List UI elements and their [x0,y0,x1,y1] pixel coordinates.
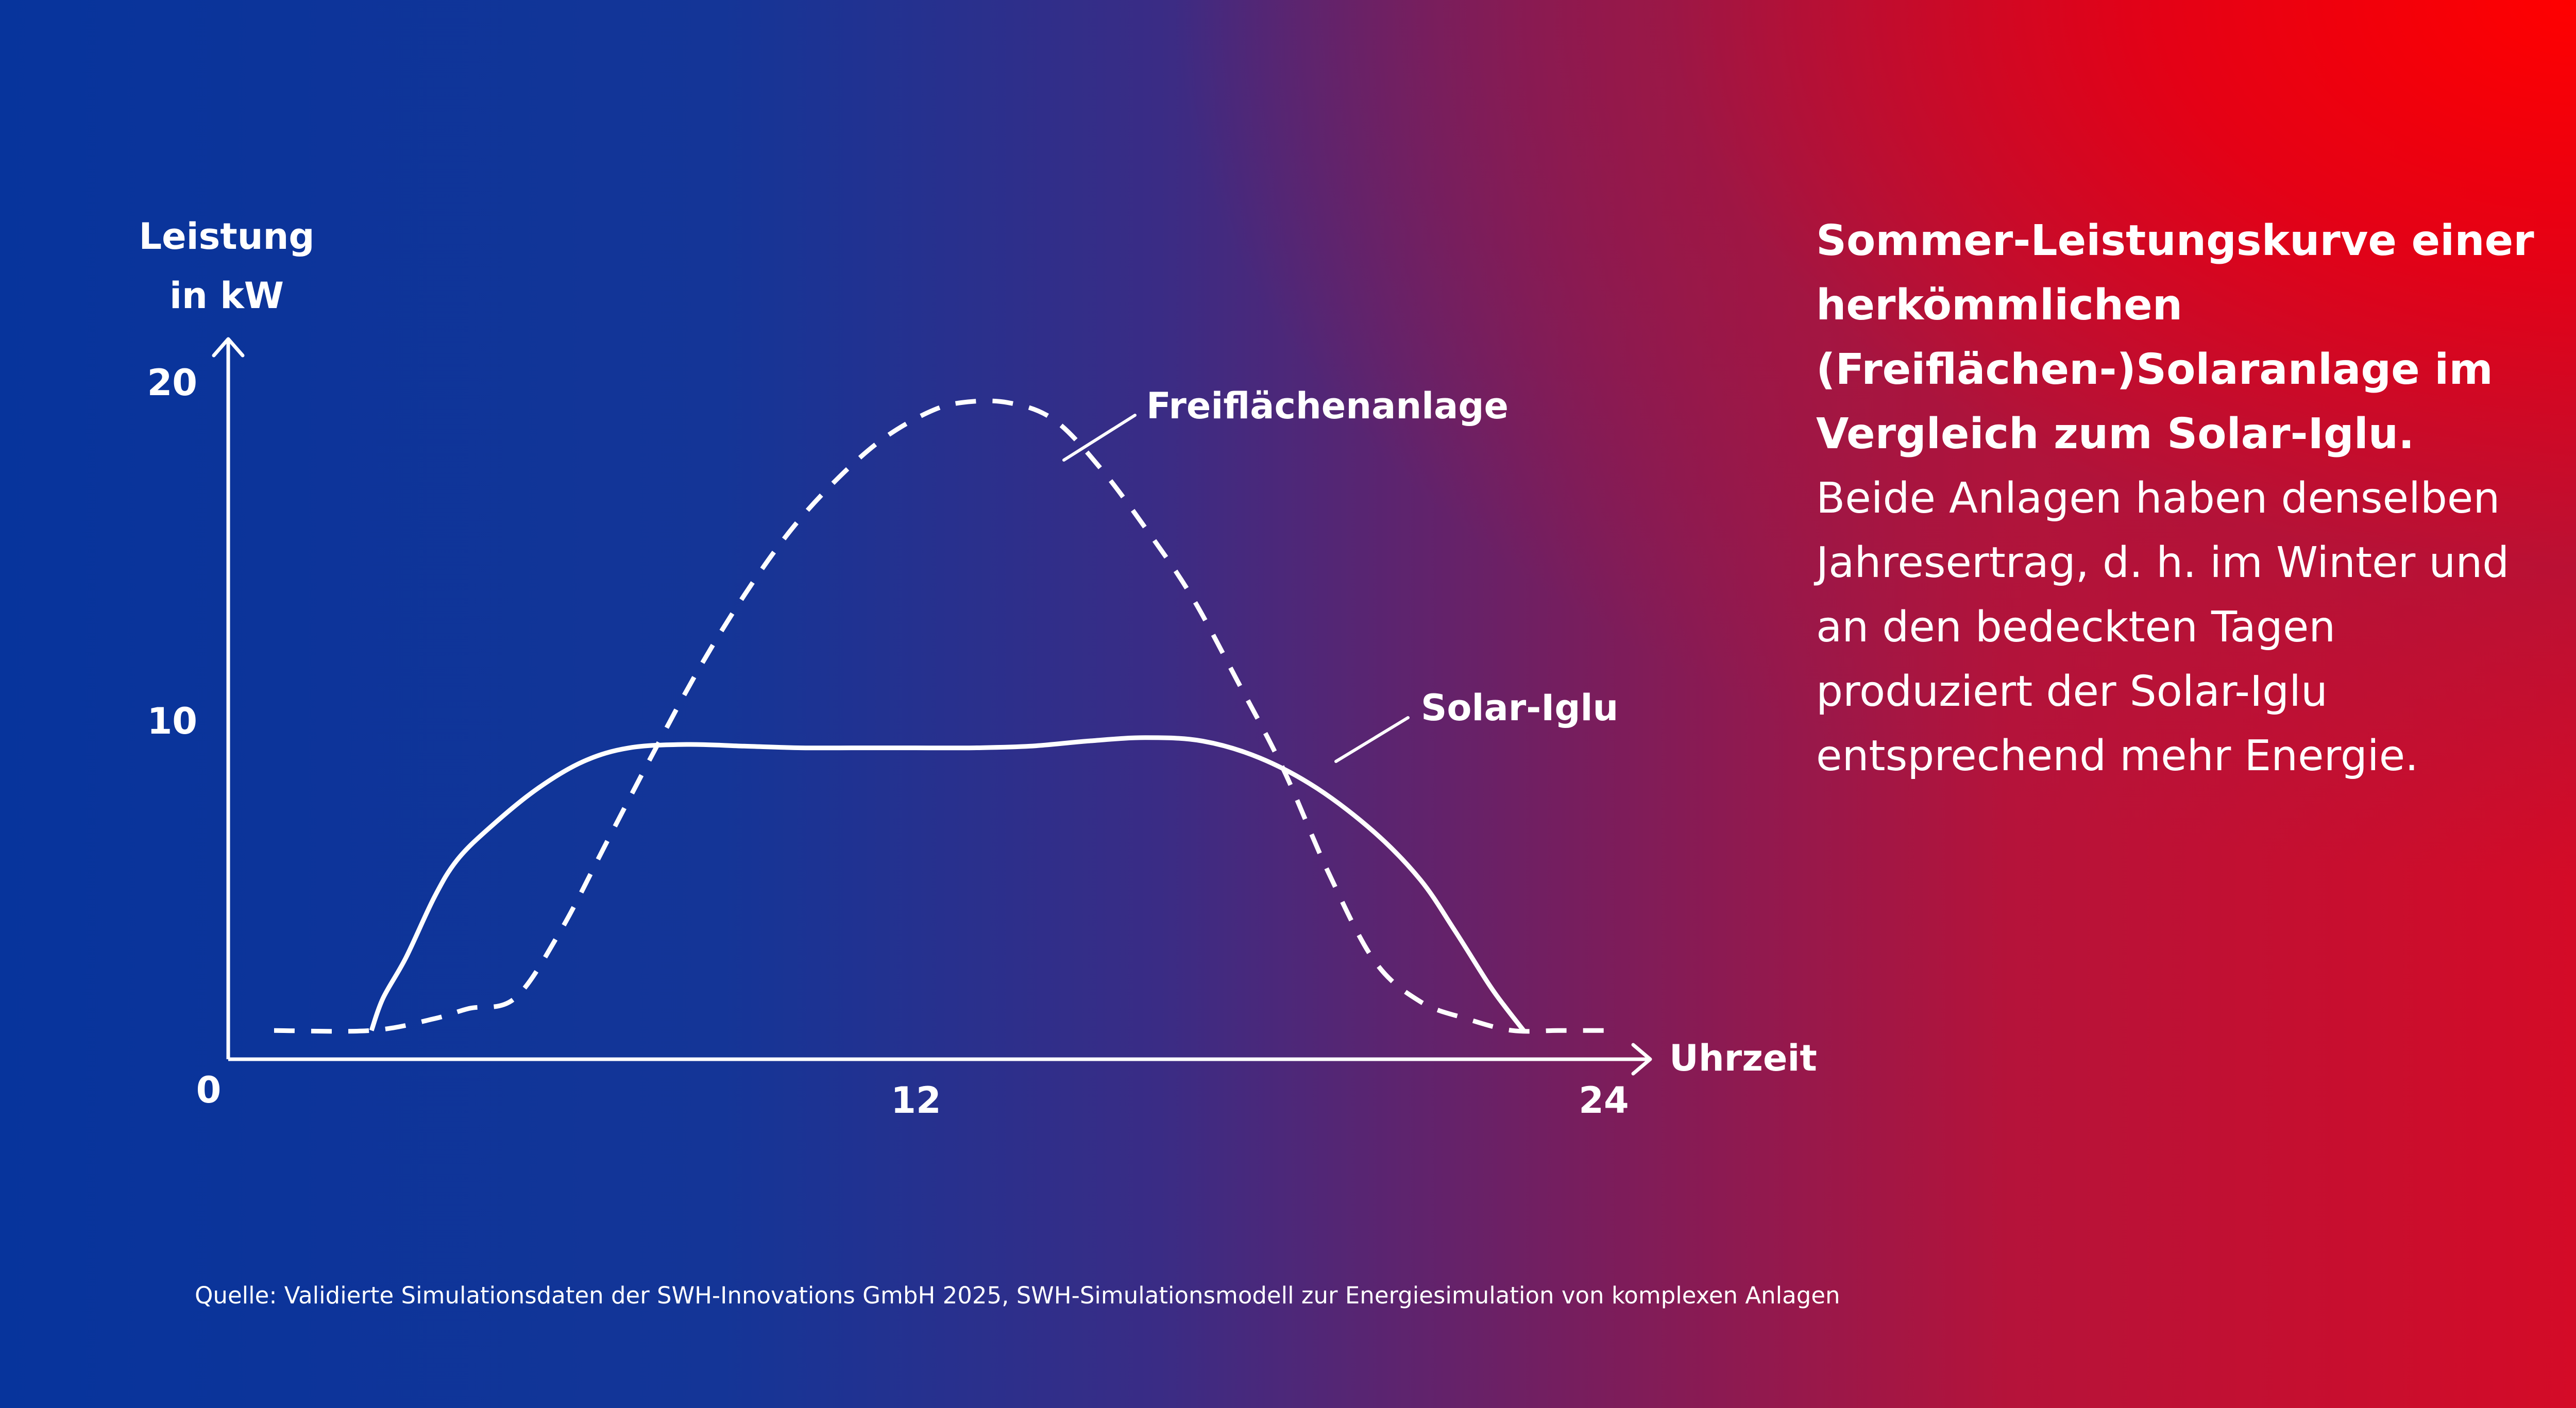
y-axis-label-line2: in kW [170,275,284,317]
y-tick-label: 10 [147,700,197,742]
origin-label: 0 [196,1069,222,1111]
source-note: Quelle: Validierte Simulationsdaten der … [195,1282,1840,1309]
x-axis-arrow [1631,1043,1652,1076]
annotation-label-solar-iglu: Solar-Iglu [1421,687,1618,729]
annotation-leader-freiflaechenanlage [1062,414,1137,462]
series-lines [274,398,1604,1034]
series-line-freiflaechenanlage [274,398,1604,1034]
x-axis-label: Uhrzeit [1669,1037,1817,1079]
axes [212,337,1652,1076]
chart-description: Sommer-Leistungskurve einer herkömmliche… [1816,209,2537,788]
description-regular: Beide Anlagen haben denselben Jahresertr… [1816,474,2510,781]
y-axis-arrow [212,337,245,358]
annotation-label-freiflaechenanlage: Freiflächenanlage [1146,385,1509,427]
description-bold: Sommer-Leistungskurve einer herkömmliche… [1816,216,2534,459]
y-axis-label-line1: Leistung [139,215,315,258]
x-tick-label: 24 [1579,1079,1629,1122]
series-line-solar-iglu [369,735,1526,1032]
annotation-leader-solar-iglu [1334,716,1410,763]
x-tick-label: 12 [891,1079,941,1122]
y-tick-label: 20 [147,362,197,404]
chart-labels: Leistung in kW Uhrzeit 0 12 24 10 20 Freiflächen… [139,215,1817,1122]
